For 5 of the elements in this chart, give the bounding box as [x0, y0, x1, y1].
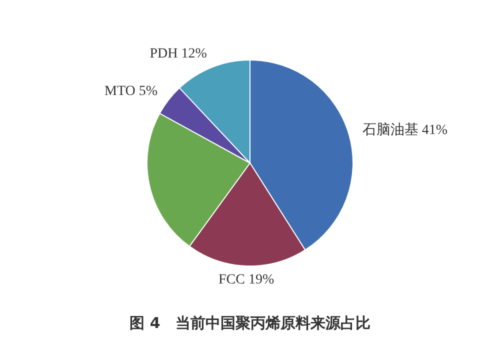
- slice-label: 石脑油基 41%: [362, 122, 448, 138]
- slice-label: FCC 19%: [218, 272, 274, 288]
- slice-label: PDH 12%: [150, 46, 208, 62]
- slice-label: MTO 5%: [104, 84, 158, 99]
- text: 图 4 当前中国聚丙烯原料来源占比: [128, 314, 372, 333]
